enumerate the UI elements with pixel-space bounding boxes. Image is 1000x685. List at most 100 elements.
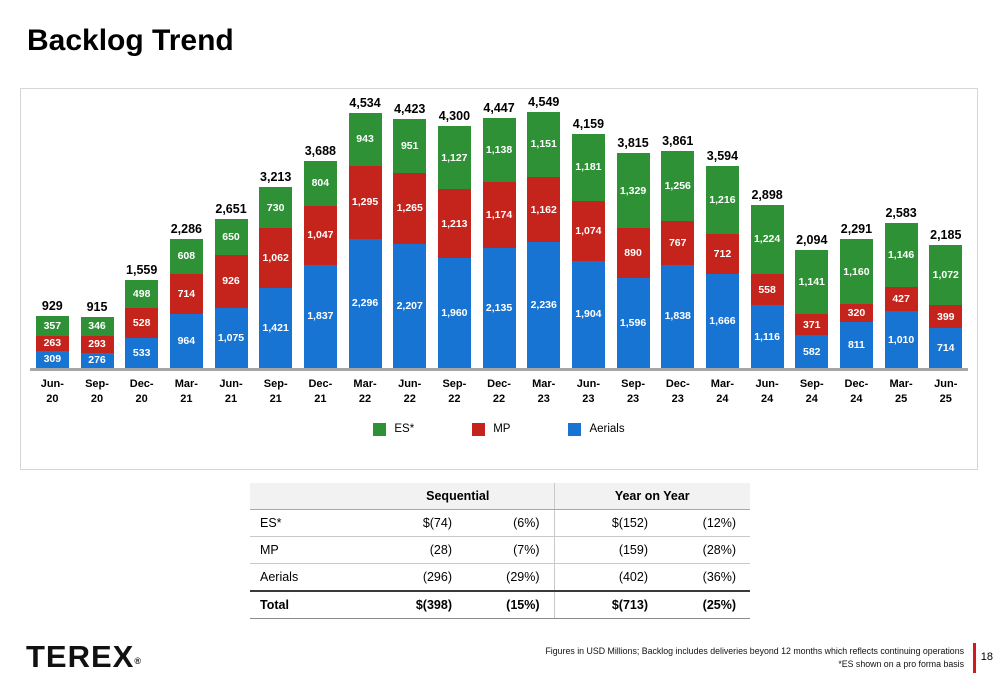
bar-segment-aerials: 1,666 — [705, 274, 739, 368]
bar-segment-es: 1,160 — [839, 239, 873, 305]
bar-segment-mp: 558 — [750, 273, 784, 306]
bar-segment-mp: 1,074 — [571, 200, 605, 261]
bar-total-label: 4,447 — [483, 100, 515, 115]
bar-total-label: 3,861 — [662, 133, 694, 148]
x-axis-label: Dec- 24 — [844, 378, 869, 405]
x-axis-label: Jun- 22 — [398, 378, 422, 405]
bar-segment-es: 1,216 — [705, 165, 739, 235]
total-yoy-pct: (25%) — [662, 590, 750, 619]
chart-column: 4,534 943 1,295 2,296 — [343, 96, 388, 368]
bar-segment-es: 650 — [214, 218, 248, 256]
bar-segment-mp: 712 — [705, 234, 739, 275]
bar-segment-aerials: 533 — [125, 338, 159, 368]
stacked-bar: 1,181 1,074 1,904 — [571, 134, 605, 368]
bar-total-label: 929 — [41, 298, 63, 313]
es-seq-usd: $(74) — [362, 509, 466, 537]
mp-seq-pct: (7%) — [466, 536, 554, 564]
bar-total-label: 2,094 — [796, 233, 828, 248]
bar-segment-mp: 320 — [839, 304, 873, 323]
bar-segment-mp: 1,062 — [259, 228, 293, 288]
legend-swatch-aerials — [568, 422, 582, 436]
x-axis-label: Jun- 25 — [934, 378, 958, 405]
chart-column: 3,594 1,216 712 1,666 — [700, 149, 745, 368]
chart-legend: ES* MP Aerials — [21, 422, 977, 436]
stacked-bar: 1,160 320 811 — [839, 239, 873, 368]
x-axis-label: Sep- 24 — [799, 378, 824, 405]
x-axis-label: Sep- 21 — [263, 378, 288, 405]
bar-segment-mp: 263 — [35, 335, 69, 351]
bar-segment-aerials: 2,296 — [348, 238, 382, 368]
stacked-bar: 1,146 427 1,010 — [884, 222, 918, 368]
bar-segment-es: 1,138 — [482, 117, 516, 182]
x-axis-label: Mar- 25 — [889, 378, 913, 405]
legend-item-aerials: Aerials — [568, 422, 625, 436]
footnote-line-2: *ES shown on a pro forma basis — [838, 658, 964, 669]
bar-segment-aerials: 1,421 — [259, 288, 293, 368]
x-axis-label: Dec- 21 — [308, 378, 333, 405]
bar-total-label: 3,594 — [706, 148, 739, 163]
bar-total-label: 2,583 — [885, 205, 917, 220]
chart-column: 4,159 1,181 1,074 1,904 — [566, 117, 611, 368]
stacked-bar: 1,151 1,162 2,236 — [527, 112, 561, 368]
stacked-bar: 498 528 533 — [125, 280, 159, 368]
bar-total-label: 4,159 — [572, 117, 605, 132]
stacked-bar: 608 714 964 — [169, 239, 203, 368]
chart-column: 929 357 263 309 — [30, 299, 75, 368]
mp-seq-usd: (28) — [362, 536, 466, 564]
bar-segment-es: 1,127 — [437, 126, 471, 190]
x-axis-label: Jun- 21 — [219, 378, 243, 405]
legend-label-mp: MP — [493, 423, 511, 436]
bar-segment-aerials: 1,838 — [661, 264, 695, 368]
x-axis-label: Jun- 20 — [40, 378, 64, 405]
stacked-bar: 1,224 558 1,116 — [750, 204, 784, 368]
chart-column: 2,651 650 926 1,075 — [209, 202, 254, 368]
total-yoy-usd: $(713) — [553, 590, 662, 619]
stacked-bar: 357 263 309 — [35, 315, 69, 368]
legend-label-es: ES* — [394, 423, 415, 436]
bar-segment-mp: 1,162 — [527, 176, 561, 243]
bar-segment-es: 951 — [393, 119, 427, 173]
bar-total-label: 915 — [86, 299, 108, 314]
x-axis-label: Mar- 22 — [353, 378, 377, 405]
bar-total-label: 2,291 — [840, 222, 873, 237]
aerials-seq-usd: (296) — [362, 563, 466, 592]
table-row-total: Total $(398) (15%) $(713) (25%) — [250, 590, 750, 619]
bar-segment-mp: 1,295 — [348, 165, 382, 239]
total-seq-usd: $(398) — [362, 590, 466, 619]
bar-total-label: 4,549 — [528, 95, 560, 110]
bar-segment-es: 804 — [303, 160, 337, 206]
bar-segment-aerials: 309 — [35, 350, 69, 368]
bar-segment-aerials: 964 — [169, 313, 203, 368]
bar-segment-aerials: 1,010 — [884, 311, 918, 368]
terex-logo: TEREX® — [26, 639, 141, 675]
row-label-mp: MP — [250, 536, 362, 564]
bar-segment-aerials: 582 — [795, 335, 829, 368]
bar-total-label: 2,286 — [170, 222, 202, 237]
stacked-bar: 1,256 767 1,838 — [661, 150, 695, 368]
bar-segment-es: 1,141 — [795, 250, 829, 315]
x-axis-label: Mar- 24 — [710, 378, 735, 405]
x-axis-label: Sep- 22 — [442, 378, 467, 405]
chart-column: 3,815 1,329 890 1,596 — [611, 136, 656, 368]
stacked-bar: 1,072 399 714 — [929, 245, 963, 368]
bar-segment-aerials: 714 — [929, 327, 963, 368]
bar-total-label: 4,423 — [394, 102, 426, 117]
bar-segment-mp: 399 — [929, 305, 963, 328]
mp-yoy-usd: (159) — [553, 536, 662, 564]
row-label-total: Total — [250, 590, 362, 619]
bar-segment-aerials: 1,837 — [303, 264, 337, 368]
bar-segment-mp: 1,174 — [482, 181, 516, 248]
chart-column: 4,549 1,151 1,162 2,236 — [521, 95, 566, 368]
aerials-yoy-usd: (402) — [553, 563, 662, 592]
chart-column: 915 346 293 276 — [75, 299, 120, 368]
bar-total-label: 3,815 — [617, 136, 649, 151]
chart-column: 3,688 804 1,047 1,837 — [298, 144, 343, 368]
bar-segment-mp: 714 — [169, 273, 203, 314]
bar-segment-es: 357 — [35, 315, 69, 336]
bar-segment-mp: 371 — [795, 314, 829, 336]
chart-column: 4,447 1,138 1,174 2,135 — [477, 101, 522, 368]
bar-segment-mp: 293 — [80, 336, 114, 353]
legend-swatch-mp — [472, 422, 486, 436]
bar-segment-es: 730 — [259, 187, 293, 229]
bar-segment-mp: 767 — [661, 221, 695, 265]
